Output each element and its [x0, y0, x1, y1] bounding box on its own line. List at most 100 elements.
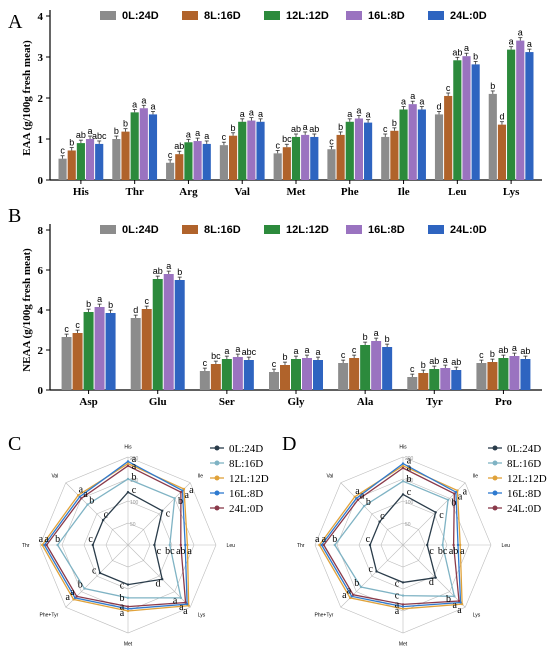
radar-point	[401, 594, 405, 597]
y-tick-label: 3	[38, 52, 44, 64]
significance-letter: a	[120, 608, 125, 619]
significance-letter: b	[366, 497, 371, 508]
significance-letter: a	[173, 596, 178, 607]
bar	[488, 93, 497, 180]
bar	[497, 124, 507, 180]
radar-point	[401, 605, 405, 608]
bar	[76, 143, 85, 180]
radar-axis-label: Ile	[198, 473, 204, 479]
bar	[210, 364, 221, 390]
significance-letter: ab	[452, 47, 462, 57]
bar	[228, 135, 238, 180]
bar	[121, 131, 130, 180]
significance-letter: c	[479, 350, 484, 360]
radar-point	[460, 602, 464, 606]
legend-label: 24L:0D	[450, 10, 487, 22]
legend-label: 24L:0D	[507, 503, 541, 515]
legend-label: 16L:8D	[507, 488, 541, 500]
significance-letter: b	[178, 496, 183, 507]
significance-letter: a	[410, 91, 415, 101]
significance-letter: c	[395, 579, 400, 590]
radar-point	[126, 464, 130, 467]
significance-letter: a	[518, 28, 523, 38]
bar	[345, 121, 354, 180]
legend-marker	[214, 490, 220, 496]
legend-label: 0L:24D	[122, 10, 159, 22]
significance-letter: c	[157, 546, 162, 557]
significance-letter: ab	[153, 266, 163, 276]
radar-point	[56, 543, 59, 547]
bar	[418, 373, 429, 390]
significance-letter: c	[60, 146, 65, 156]
bar	[354, 118, 364, 180]
radar-point	[78, 495, 81, 498]
radar-point	[362, 504, 366, 508]
significance-letter: a	[512, 343, 517, 353]
significance-letter: c	[64, 324, 69, 334]
significance-letter: c	[144, 296, 149, 306]
significance-letter: c	[407, 487, 412, 498]
bar	[256, 121, 265, 180]
panel-label-c: C	[8, 433, 21, 455]
significance-letter: d	[437, 101, 442, 111]
radar-point	[126, 607, 130, 610]
radar-point	[452, 543, 455, 547]
radar-point	[86, 503, 89, 506]
radar-point	[83, 587, 86, 590]
x-tick-label: Phe	[341, 186, 359, 198]
y-tick-label: 1	[38, 134, 44, 146]
significance-letter: b	[338, 122, 343, 132]
significance-letter: a	[457, 605, 462, 616]
radar-point	[153, 543, 156, 547]
panel-label-b: B	[8, 205, 21, 227]
radar-spoke	[65, 482, 129, 546]
bar	[175, 154, 184, 180]
bar	[139, 108, 148, 180]
bar	[525, 52, 534, 180]
legend-label: 8L:16D	[507, 458, 541, 470]
legend-label: 16L:8D	[368, 10, 405, 22]
legend-label: 12L:12D	[229, 473, 269, 485]
bar	[371, 341, 382, 390]
bar	[471, 64, 480, 180]
radar-point	[401, 466, 405, 470]
significance-letter: c	[369, 564, 374, 575]
significance-letter: a	[527, 39, 532, 49]
radar-axis-label: Phe+Tyr	[315, 613, 334, 619]
significance-letter: b	[132, 472, 137, 483]
radar-point	[401, 464, 405, 467]
legend-label: 0L:24D	[229, 443, 263, 455]
significance-letter: d	[155, 578, 160, 589]
bar	[390, 130, 399, 180]
significance-letter: abc	[92, 131, 107, 141]
bar	[301, 134, 310, 180]
significance-letter: b	[363, 332, 368, 342]
bar	[282, 147, 291, 180]
radar-point	[179, 543, 182, 547]
legend-marker	[492, 505, 498, 511]
significance-letter: a	[204, 131, 209, 141]
y-tick-label: 8	[38, 225, 44, 237]
significance-letter: ab	[309, 124, 319, 134]
significance-letter: c	[203, 358, 208, 368]
bar	[269, 372, 279, 390]
bar	[451, 370, 462, 390]
legend-label: 24L:0D	[450, 224, 487, 236]
legend-label: 16L:8D	[229, 488, 263, 500]
significance-letter: a	[70, 587, 75, 598]
bar	[302, 358, 312, 390]
significance-letter: bc	[438, 546, 448, 557]
radar-axis-label: Leu	[502, 543, 511, 549]
bar	[429, 369, 440, 390]
bar	[434, 114, 444, 180]
significance-letter: b	[108, 300, 113, 310]
radar-point	[353, 495, 356, 498]
significance-letter: b	[446, 594, 451, 605]
significance-letter: a	[453, 600, 458, 611]
bar	[152, 279, 163, 390]
significance-letter: a	[132, 454, 137, 465]
radar-point	[75, 595, 78, 598]
radar-axis-label: Met	[124, 642, 133, 648]
bar	[417, 109, 426, 180]
legend-label: 24L:0D	[229, 503, 263, 515]
